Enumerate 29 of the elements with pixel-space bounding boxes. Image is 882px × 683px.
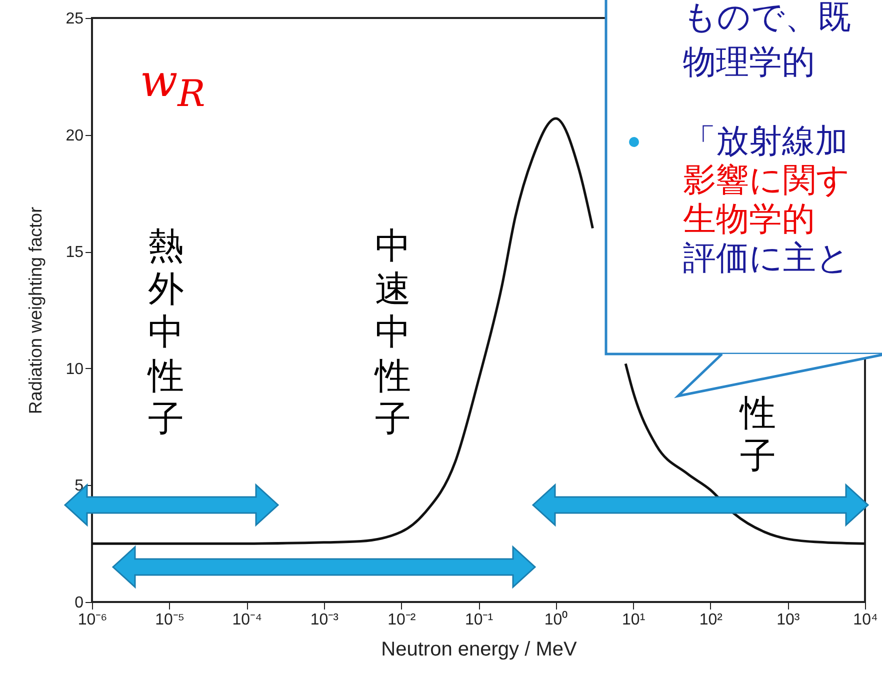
annotation: 性子 <box>740 392 776 478</box>
x-tick-label: 10² <box>699 612 724 628</box>
x-tick-label: 10⁻⁶ <box>78 612 108 628</box>
x-tick-label: 10³ <box>776 612 800 628</box>
annotation: 評価に主と <box>683 238 850 277</box>
x-tick-label: 10⁻⁴ <box>232 612 262 628</box>
y-tick-label: 10 <box>66 360 84 378</box>
annotation: もので、既 <box>683 0 851 36</box>
x-tick-label: 10⁴ <box>853 612 878 628</box>
x-tick-label: 10¹ <box>622 612 646 628</box>
y-tick-label: 15 <box>66 244 84 262</box>
x-tick-label: 10⁰ <box>544 610 568 628</box>
y-tick-label: 0 <box>74 594 84 612</box>
x-tick-label: 10⁻¹ <box>464 612 494 628</box>
annotation: w$_{R}$ <box>140 56 206 115</box>
x-axis-title: Neutron energy / MeV <box>381 638 578 660</box>
x-tick-label: 10⁻³ <box>310 612 340 628</box>
y-axis-title: Radiation weighting factor <box>26 206 46 414</box>
annotation: 生物学的 <box>683 199 815 238</box>
x-tick-label: 10⁻² <box>388 612 416 628</box>
x-tick-label: 10⁻⁵ <box>155 612 185 628</box>
y-tick-label: 25 <box>66 10 84 28</box>
y-tick-label: 5 <box>74 478 84 495</box>
annotation: 熱外中性子 <box>148 225 184 441</box>
annotation: 物理学的 <box>683 42 815 81</box>
annotation: 「放射線加 <box>683 121 848 160</box>
y-tick-label: 20 <box>66 127 84 144</box>
annotation: 中速中性子 <box>375 225 411 441</box>
annotation: 影響に関す <box>683 160 850 199</box>
